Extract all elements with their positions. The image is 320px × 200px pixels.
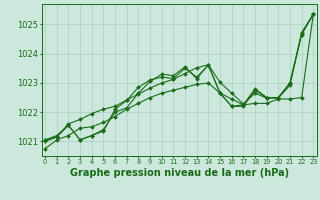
X-axis label: Graphe pression niveau de la mer (hPa): Graphe pression niveau de la mer (hPa) xyxy=(70,168,289,178)
